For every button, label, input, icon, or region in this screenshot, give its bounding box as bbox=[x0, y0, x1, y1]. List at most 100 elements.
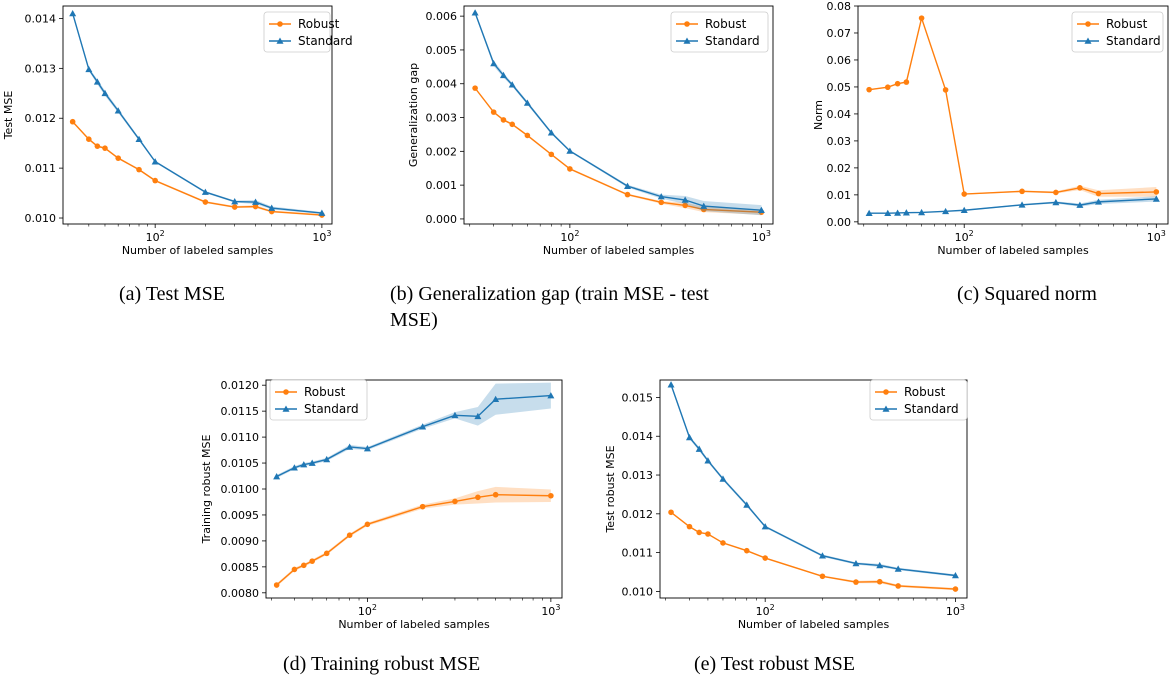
y-tick-label: 0.002 bbox=[426, 145, 458, 158]
y-tick-label: 0.02 bbox=[827, 162, 852, 175]
data-point-robust bbox=[472, 85, 478, 91]
data-point-robust bbox=[884, 84, 891, 91]
data-point-robust bbox=[309, 558, 315, 564]
data-point-robust bbox=[152, 177, 158, 184]
y-tick-label: 0.0080 bbox=[221, 587, 260, 600]
y-tick-label: 0.0105 bbox=[221, 457, 260, 470]
y-axis-label: Generalization gap bbox=[407, 63, 420, 167]
data-point-standard bbox=[318, 209, 326, 216]
data-point-robust bbox=[524, 132, 531, 139]
data-point-robust bbox=[301, 562, 307, 569]
data-point-standard bbox=[419, 423, 427, 430]
data-point-standard bbox=[1076, 201, 1084, 208]
chart-panel-1: 0.010 0.011 0.012 0.013 0.014 102 103 Number of… bbox=[2, 5, 353, 305]
data-point-standard bbox=[268, 204, 276, 211]
x-axis-label: Number of labeled samples bbox=[738, 618, 890, 631]
data-point-standard bbox=[231, 198, 239, 205]
y-tick-label: 0.0120 bbox=[221, 379, 260, 392]
data-point-robust bbox=[509, 121, 516, 128]
data-point-robust bbox=[115, 155, 121, 161]
data-point-standard bbox=[151, 158, 159, 165]
y-tick-label: 0.005 bbox=[426, 44, 458, 57]
plot-frame bbox=[463, 5, 774, 225]
legend-box bbox=[670, 11, 769, 53]
data-point-standard bbox=[960, 206, 968, 214]
data-point-standard bbox=[1095, 198, 1103, 205]
data-point-robust bbox=[903, 79, 910, 85]
data-point-standard bbox=[704, 457, 712, 464]
data-point-standard bbox=[894, 209, 902, 216]
x-axis-label: Number of labeled samples bbox=[543, 244, 695, 257]
x-axis-label: Number of labeled samples bbox=[937, 244, 1089, 257]
y-tick-label: 0.013 bbox=[25, 62, 57, 75]
y-tick-label: 0.000 bbox=[426, 213, 458, 226]
data-point-standard bbox=[499, 71, 507, 79]
data-point-robust bbox=[720, 540, 726, 546]
data-point-robust bbox=[1019, 188, 1025, 195]
x-axis-label: Number of labeled samples bbox=[122, 244, 274, 257]
y-tick-label: 0.0095 bbox=[221, 509, 260, 522]
series-line-standard bbox=[71, 13, 322, 214]
data-point-standard bbox=[85, 65, 93, 73]
chart-panel-5: 0.010 0.011 0.012 0.013 0.014 0.015 102 103 Numb… bbox=[604, 379, 968, 675]
data-point-standard bbox=[667, 381, 675, 388]
y-tick-label: 0.014 bbox=[622, 430, 654, 443]
legend-marker bbox=[283, 389, 289, 395]
data-point-robust bbox=[452, 498, 458, 505]
data-point-standard bbox=[101, 89, 109, 97]
data-point-standard bbox=[624, 182, 632, 189]
legend-box bbox=[869, 379, 968, 421]
data-point-standard bbox=[743, 501, 751, 508]
data-point-robust bbox=[102, 145, 108, 151]
series-band-robust bbox=[276, 486, 551, 587]
y-tick-label: 0.012 bbox=[622, 508, 654, 521]
legend-marker bbox=[684, 21, 690, 27]
y-tick-label: 0.03 bbox=[827, 135, 852, 148]
y-tick-label: 0.08 bbox=[827, 0, 852, 13]
panel-caption: (c) Squared norm bbox=[957, 283, 1097, 305]
data-point-standard bbox=[761, 523, 769, 530]
y-tick-label: 0.011 bbox=[622, 547, 654, 560]
data-point-standard bbox=[918, 208, 926, 216]
data-point-standard bbox=[884, 209, 892, 217]
data-point-robust bbox=[475, 494, 481, 501]
legend-marker bbox=[882, 405, 890, 412]
data-point-standard bbox=[363, 445, 371, 452]
data-point-standard bbox=[201, 188, 209, 195]
x-tick-label: 103 bbox=[312, 229, 331, 244]
plot-frame bbox=[659, 379, 968, 599]
data-point-standard bbox=[492, 395, 500, 403]
legend-marker bbox=[276, 37, 284, 44]
y-tick-label: 0.001 bbox=[426, 179, 458, 192]
y-tick-label: 0.0085 bbox=[221, 561, 260, 574]
panel-caption: (a) Test MSE bbox=[119, 283, 225, 305]
legend-box bbox=[269, 379, 368, 421]
data-point-robust bbox=[86, 136, 92, 142]
data-point-robust bbox=[364, 521, 371, 528]
data-point-standard bbox=[547, 392, 555, 399]
data-point-robust bbox=[69, 118, 76, 125]
series-band-standard bbox=[869, 196, 1157, 214]
data-point-robust bbox=[668, 509, 674, 516]
y-tick-label: 0.00 bbox=[827, 216, 852, 229]
data-point-standard bbox=[273, 473, 281, 480]
legend-label-robust: Robust bbox=[705, 17, 747, 31]
data-point-standard bbox=[523, 99, 531, 106]
data-point-standard bbox=[474, 412, 482, 420]
data-point-standard bbox=[114, 107, 122, 114]
panel-caption: (b) Generalization gap (train MSE - test bbox=[390, 283, 709, 305]
y-axis-label: Test MSE bbox=[2, 91, 15, 141]
y-tick-label: 0.0110 bbox=[221, 431, 260, 444]
data-point-standard bbox=[852, 559, 860, 567]
data-point-standard bbox=[657, 193, 665, 200]
data-point-standard bbox=[566, 147, 574, 154]
data-point-robust bbox=[696, 529, 703, 536]
data-point-standard bbox=[508, 81, 516, 88]
data-point-robust bbox=[819, 573, 826, 580]
data-point-robust bbox=[231, 204, 238, 210]
data-point-standard bbox=[451, 411, 459, 419]
data-point-robust bbox=[918, 15, 925, 21]
data-point-robust bbox=[419, 503, 426, 510]
data-point-standard bbox=[876, 561, 884, 569]
legend-label-robust: Robust bbox=[304, 385, 346, 399]
